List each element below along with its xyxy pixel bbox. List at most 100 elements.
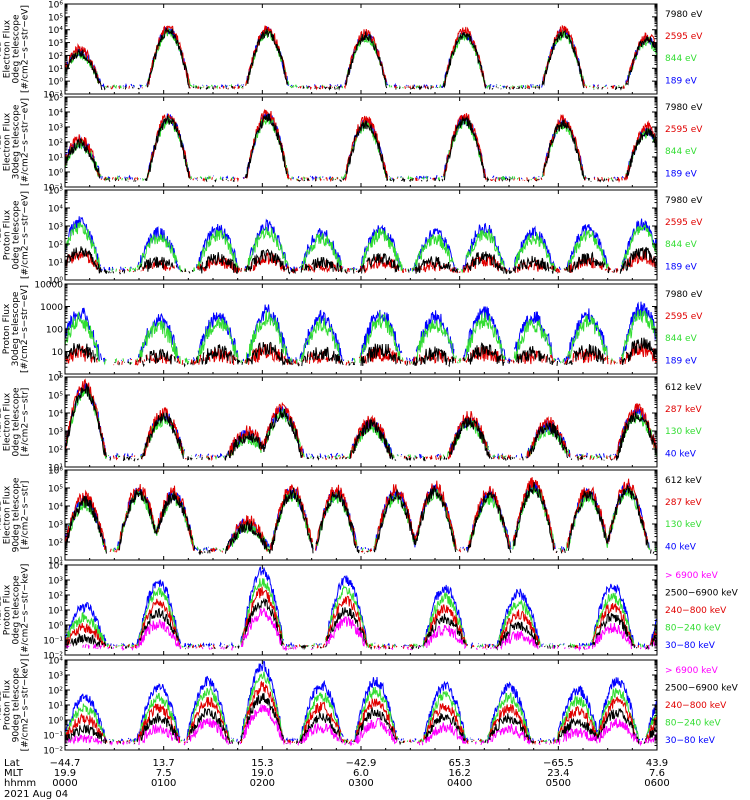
time-tick-mlt: 23.4 [547,768,569,779]
y-axis-label-line: Electron Flux [3,485,13,544]
y-axis-label-line: [#/cm2−s−str−keV] [21,564,31,657]
panel-2-traces [65,108,657,183]
panel-7-x-ticks [64,565,658,655]
legend-entry: 287 keV [665,498,702,508]
time-tick-mlt: 19.9 [54,768,76,779]
hhmm-row-label: hhmm [4,778,36,789]
panel-3-traces [65,216,657,275]
time-tick-lat: 65.3 [449,758,471,769]
y-tick-label: 10⁵ [48,392,63,402]
panel-7-traces [65,566,657,652]
legend-entry: 2595 eV [665,312,703,322]
legend-entry: 287 keV [665,405,702,415]
legend-entry: 130 keV [665,427,702,437]
y-tick-label: 10⁻¹ [43,91,63,101]
y-tick-label: 10⁻¹ [43,732,63,742]
y-tick-label: 10 [52,348,64,358]
panel-8-traces [65,660,657,747]
y-tick-label: 10⁻¹ [43,637,63,647]
time-tick-lat: 43.9 [646,758,668,769]
y-axis-label-line: 0deg telescope [12,200,22,270]
y-axis-label-line: MEPED [0,594,4,626]
legend-entry: 189 eV [665,262,698,272]
y-axis-label-line: [#/cm2−s−str−eV] [21,191,31,279]
y-tick-label: 10¹ [48,607,63,617]
y-tick-label: 10⁻² [43,652,63,662]
legend-entry: 40 keV [665,542,697,552]
panel-1: 10⁻¹ 10⁰ 10¹ 10² 10³ 10⁴ 10⁵ 10⁶ TED Electron Flu… [0,1,703,101]
y-tick-label: 10⁴ [48,205,63,215]
legend-entry: 844 eV [665,54,698,64]
y-tick-label: 10³ [48,223,63,233]
y-axis-label-line: MEPED [0,689,4,721]
y-tick-label: 10⁶ [48,374,63,384]
y-tick-label: 10³ [48,672,63,682]
y-tick-label: 10³ [48,39,63,49]
y-tick-label: 10⁴ [48,109,63,119]
panel-3: 10⁰ 10¹ 10² 10³ 10⁴ 10⁵ TED Proton Flux 0deg tel… [0,187,703,287]
y-axis-label-line: [#/cm2−s−str−eV] [21,5,31,93]
panel-8-legend: > 6900 keV 2500−6900 keV 240−800 keV 80−240… [665,666,739,746]
y-axis-label-line: Proton Flux [3,209,13,260]
y-axis-label-line: 0deg telescope [12,14,22,84]
legend-entry: 2500−6900 keV [665,684,739,694]
legend-entry: 80−240 keV [665,624,721,634]
y-axis-label-line: 90deg telescope [12,667,22,742]
legend-entry: 40 keV [665,449,697,459]
y-axis-label-line: MEPED [0,499,4,531]
panel-4: 1 10 100 1000 10000 Proton Flux 30deg telescop… [2,281,703,381]
y-tick-label: 10¹ [48,259,63,269]
y-tick-label: 10¹ [48,557,63,567]
panel-7: 10⁻² 10⁻¹ 10⁰ 10¹ 10² 10³ 10⁴ MEPED Proton Flux 0… [0,562,739,662]
time-tick-lat: −65.5 [543,758,574,769]
y-axis-label-line: TED [0,133,4,152]
legend-entry: 240−800 keV [665,701,727,711]
y-tick-label: 10² [48,539,63,549]
legend-entry: 30−80 keV [665,641,716,651]
time-tick-hhmm: 0300 [348,778,373,789]
y-axis-label-line: TED [0,226,4,245]
y-axis-label-line: [#/cm2−s−str] [21,388,31,457]
y-tick-label: 10² [48,52,63,62]
legend-entry: 240−800 keV [665,606,727,616]
y-tick-label: 10² [48,446,63,456]
time-tick-lat: −42.9 [346,758,377,769]
y-axis-label-line: 30deg telescope [12,104,22,179]
panel-8-x-ticks [64,660,658,750]
legend-entry: 2595 eV [665,218,703,228]
panel-5-traces [65,378,657,462]
legend-entry: > 6900 keV [665,666,719,676]
y-axis-label-line: [#/cm2−s−str−eV] [20,285,30,373]
y-axis-label-line: [#/cm2−s−str−keV] [21,659,31,752]
panel-1-traces [65,24,657,91]
legend-entry: 189 eV [665,76,698,86]
trace-0 [65,246,657,275]
panel-8: 10⁻² 10⁻¹ 10⁰ 10¹ 10² 10³ 10⁴ MEPED Proton Flux 9… [0,657,739,757]
panel-2-y-ticks: 10⁻¹ 10⁰ 10¹ 10² 10³ 10⁴ 10⁵ [43,94,657,194]
y-tick-label: 10⁴ [48,26,63,36]
y-tick-label: 10¹ [48,702,63,712]
time-tick-mlt: 7.5 [156,768,172,779]
y-tick-label: 10¹ [48,154,63,164]
time-tick-hhmm: 0100 [151,778,176,789]
legend-entry: 30−80 keV [665,736,716,746]
y-axis-label-line: MEPED [0,406,4,438]
y-tick-label: 100 [46,326,63,336]
y-tick-label: 10¹ [48,65,63,75]
y-tick-label: 10⁻² [43,747,63,757]
panel-7-y-ticks: 10⁻² 10⁻¹ 10⁰ 10¹ 10² 10³ 10⁴ [43,562,657,662]
y-axis-label-line: Electron Flux [3,112,13,171]
trace-3 [65,671,657,745]
panel-2: 10⁻¹ 10⁰ 10¹ 10² 10³ 10⁴ 10⁵ TED Electron Flux 30… [0,94,703,194]
panel-4-traces [65,301,657,368]
legend-entry: 612 keV [665,476,702,486]
legend-entry: 80−240 keV [665,719,721,729]
panel-5-x-ticks [64,377,658,467]
time-tick-lat: −44.7 [50,758,81,769]
y-tick-label: 10⁶ [48,1,63,11]
time-tick-hhmm: 0600 [644,778,669,789]
panel-6-traces [65,477,657,554]
trace-0 [65,337,657,368]
